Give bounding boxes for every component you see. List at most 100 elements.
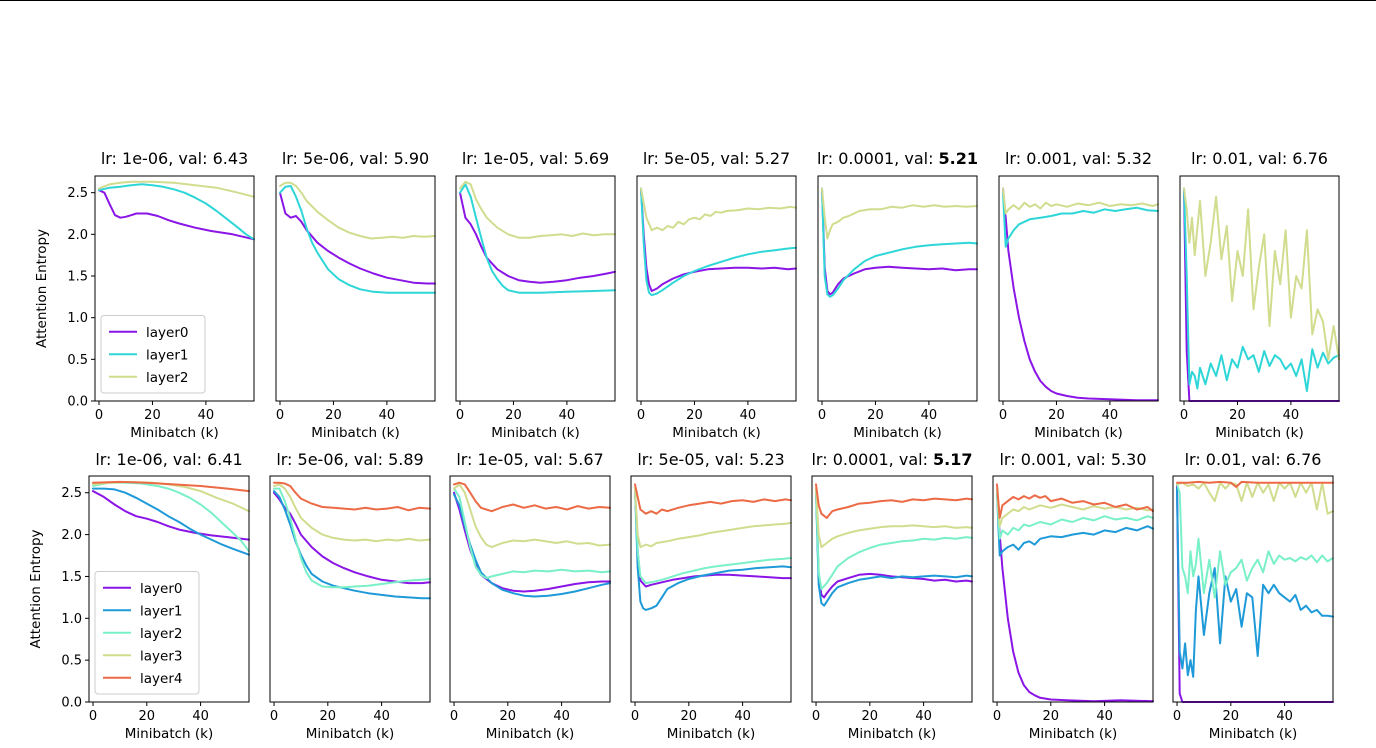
panel-1-4: 0 20 40 Minibatch (k) lr: 0.0001, val: 5.17 bbox=[811, 450, 973, 742]
panel-title: lr: 0.001, val: 5.30 bbox=[999, 450, 1146, 469]
series-line-layer2 bbox=[1002, 187, 1159, 215]
axes-frame bbox=[1179, 175, 1340, 402]
panel-0-0: 0 20 40 Minibatch (k) 0.0 0.5 1.0 1.5 2.0 2.5 lr: … bbox=[67, 149, 255, 441]
x-tick-label: 0 bbox=[450, 709, 458, 724]
x-tick-label: 20 bbox=[1048, 408, 1065, 423]
y-tick-label: 0.5 bbox=[67, 353, 88, 368]
x-tick-label: 40 bbox=[373, 709, 390, 724]
series-line-layer2 bbox=[98, 180, 255, 198]
x-tick-label: 0 bbox=[812, 709, 820, 724]
x-tick-label: 0 bbox=[1173, 709, 1181, 724]
x-tick-label: 40 bbox=[740, 408, 757, 423]
panel-0-4: 0 20 40 Minibatch (k) lr: 0.0001, val: 5.21 bbox=[817, 149, 978, 441]
legend-label-layer2: layer2 bbox=[146, 370, 188, 386]
x-tick-label: 20 bbox=[686, 408, 703, 423]
panel-title-val: 6.43 bbox=[213, 149, 249, 168]
x-tick-label: 40 bbox=[1102, 408, 1119, 423]
panel-0-2: 0 20 40 Minibatch (k) lr: 1e-05, val: 5.69 bbox=[455, 149, 616, 441]
legend-label-layer0: layer0 bbox=[140, 581, 182, 597]
panel-title-lr: lr: 0.0001, val: bbox=[817, 149, 939, 168]
axes-frame bbox=[630, 475, 792, 703]
x-axis-label: Minibatch (k) bbox=[491, 425, 579, 441]
series-line-layer1 bbox=[459, 183, 616, 294]
panel-1-6: 0 20 40 Minibatch (k) lr: 0.01, val: 6.76 bbox=[1172, 450, 1334, 742]
series-line-layer3 bbox=[273, 483, 431, 543]
x-axis-label: Minibatch (k) bbox=[1215, 425, 1303, 441]
x-tick-label: 20 bbox=[325, 408, 342, 423]
panel-title-lr: lr: 5e-05, val: bbox=[643, 149, 755, 168]
panel-1-3: 0 20 40 Minibatch (k) lr: 5e-05, val: 5.23 bbox=[630, 450, 792, 742]
x-tick-label: 0 bbox=[456, 408, 464, 423]
series-line-layer1 bbox=[92, 487, 250, 556]
series-line-layer2 bbox=[640, 187, 797, 232]
panel-title-val: 5.27 bbox=[755, 149, 791, 168]
axes-frame bbox=[88, 475, 250, 703]
legend: layer0 layer1 layer2 layer3 layer4 bbox=[94, 571, 200, 695]
series-line-layer0 bbox=[815, 487, 973, 599]
series-line-layer2 bbox=[815, 487, 973, 590]
series-line-layer1 bbox=[640, 187, 797, 297]
x-tick-label: 20 bbox=[867, 408, 884, 423]
x-tick-label: 40 bbox=[1283, 408, 1300, 423]
panel-title: lr: 5e-05, val: 5.23 bbox=[637, 450, 784, 469]
x-tick-label: 40 bbox=[553, 709, 570, 724]
series-line-layer3 bbox=[1176, 481, 1334, 515]
axes-frame bbox=[449, 475, 611, 703]
series-line-layer3 bbox=[996, 487, 1154, 528]
series-line-layer3 bbox=[815, 487, 973, 549]
x-axis-label: Minibatch (k) bbox=[848, 726, 936, 742]
panel-title-lr: lr: 0.001, val: bbox=[1005, 149, 1116, 168]
series-line-layer1 bbox=[1183, 187, 1340, 392]
series-line-layer0 bbox=[459, 191, 616, 284]
x-tick-label: 20 bbox=[681, 709, 698, 724]
x-tick-label: 40 bbox=[921, 408, 938, 423]
x-axis-label: Minibatch (k) bbox=[667, 726, 755, 742]
panel-title-lr: lr: 5e-06, val: bbox=[282, 149, 394, 168]
series-line-layer2 bbox=[1183, 187, 1340, 361]
panel-title: lr: 0.001, val: 5.32 bbox=[1005, 149, 1152, 168]
panel-title-lr: lr: 0.001, val: bbox=[999, 450, 1110, 469]
panel-title-val: 5.23 bbox=[749, 450, 785, 469]
panel-title: lr: 5e-06, val: 5.89 bbox=[276, 450, 423, 469]
legend-label-layer2: layer2 bbox=[140, 626, 182, 642]
x-tick-label: 20 bbox=[139, 709, 156, 724]
series-line-layer3 bbox=[634, 487, 792, 549]
series-line-layer4 bbox=[634, 483, 792, 515]
axes-frame bbox=[269, 475, 431, 703]
x-tick-label: 0 bbox=[993, 709, 1001, 724]
x-tick-label: 0 bbox=[95, 408, 103, 423]
x-tick-label: 20 bbox=[1223, 709, 1240, 724]
panel-1-2: 0 20 40 Minibatch (k) lr: 1e-05, val: 5.67 bbox=[449, 450, 611, 742]
x-tick-label: 20 bbox=[144, 408, 161, 423]
x-tick-label: 40 bbox=[1276, 709, 1293, 724]
series-line-layer1 bbox=[634, 487, 792, 611]
x-tick-label: 20 bbox=[1229, 408, 1246, 423]
x-tick-label: 0 bbox=[999, 408, 1007, 423]
y-axis-label: Attention Entropy bbox=[34, 229, 50, 348]
panel-title-val: 5.17 bbox=[933, 450, 972, 469]
panel-title-val: 6.41 bbox=[207, 450, 243, 469]
panel-title: lr: 1e-06, val: 6.41 bbox=[95, 450, 242, 469]
axes-frame bbox=[998, 175, 1159, 402]
panel-title-lr: lr: 5e-06, val: bbox=[276, 450, 388, 469]
x-tick-label: 0 bbox=[818, 408, 826, 423]
series-line-layer1 bbox=[1176, 487, 1334, 678]
panel-title-val: 5.67 bbox=[568, 450, 604, 469]
legend-box bbox=[94, 571, 200, 695]
axes-frame bbox=[275, 175, 436, 402]
y-tick-label: 0.0 bbox=[61, 696, 82, 711]
panel-title-val: 5.32 bbox=[1116, 149, 1152, 168]
top-rule bbox=[0, 0, 1376, 1]
panel-title: lr: 1e-06, val: 6.43 bbox=[101, 149, 248, 168]
y-tick-label: 1.0 bbox=[67, 311, 88, 326]
panel-title-val: 5.21 bbox=[939, 149, 978, 168]
x-axis-label: Minibatch (k) bbox=[311, 425, 399, 441]
panel-title-lr: lr: 1e-05, val: bbox=[456, 450, 568, 469]
panel-title: lr: 1e-05, val: 5.67 bbox=[456, 450, 603, 469]
legend-box bbox=[100, 315, 206, 394]
series-line-layer2 bbox=[634, 487, 792, 585]
axes-frame bbox=[817, 175, 978, 402]
panel-title: lr: 5e-06, val: 5.90 bbox=[282, 149, 429, 168]
x-tick-label: 40 bbox=[379, 408, 396, 423]
y-axis-label: Attention Entropy bbox=[28, 529, 44, 648]
